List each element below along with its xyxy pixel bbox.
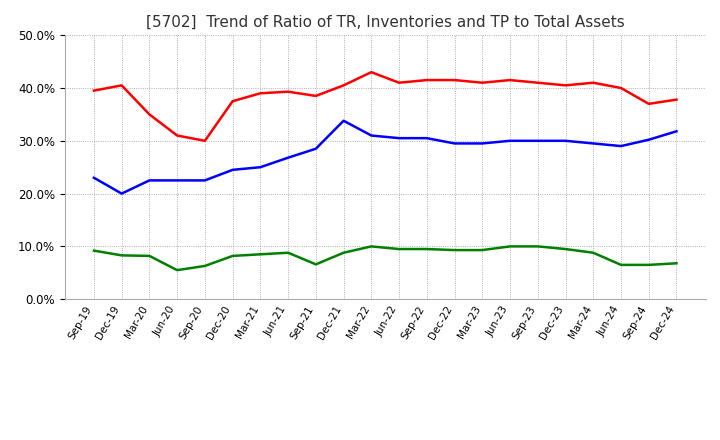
Trade Payables	[339, 250, 348, 255]
Trade Payables	[367, 244, 376, 249]
Trade Receivables	[616, 85, 625, 91]
Trade Payables	[228, 253, 237, 259]
Inventories	[89, 175, 98, 180]
Inventories	[672, 128, 681, 134]
Inventories	[505, 138, 514, 143]
Trade Receivables	[117, 83, 126, 88]
Trade Payables	[284, 250, 292, 255]
Trade Receivables	[644, 101, 653, 106]
Trade Receivables	[672, 97, 681, 102]
Line: Inventories: Inventories	[94, 121, 677, 194]
Trade Payables	[505, 244, 514, 249]
Trade Receivables	[589, 80, 598, 85]
Trade Payables	[534, 244, 542, 249]
Trade Payables	[117, 253, 126, 258]
Inventories	[367, 133, 376, 138]
Line: Trade Receivables: Trade Receivables	[94, 72, 677, 141]
Trade Receivables	[367, 70, 376, 75]
Trade Payables	[616, 262, 625, 268]
Inventories	[478, 141, 487, 146]
Line: Trade Payables: Trade Payables	[94, 246, 677, 270]
Trade Payables	[672, 260, 681, 266]
Trade Receivables	[561, 83, 570, 88]
Inventories	[117, 191, 126, 196]
Inventories	[395, 136, 403, 141]
Inventories	[339, 118, 348, 123]
Trade Receivables	[423, 77, 431, 83]
Trade Payables	[450, 247, 459, 253]
Trade Receivables	[534, 80, 542, 85]
Inventories	[561, 138, 570, 143]
Inventories	[312, 146, 320, 151]
Inventories	[228, 167, 237, 172]
Inventories	[201, 178, 210, 183]
Inventories	[173, 178, 181, 183]
Inventories	[534, 138, 542, 143]
Inventories	[644, 137, 653, 143]
Trade Receivables	[284, 89, 292, 94]
Inventories	[256, 165, 265, 170]
Trade Receivables	[339, 83, 348, 88]
Trade Payables	[173, 268, 181, 273]
Trade Receivables	[145, 112, 154, 117]
Inventories	[284, 155, 292, 160]
Trade Payables	[561, 246, 570, 252]
Trade Receivables	[173, 133, 181, 138]
Trade Receivables	[395, 80, 403, 85]
Trade Receivables	[228, 99, 237, 104]
Trade Receivables	[478, 80, 487, 85]
Trade Payables	[312, 262, 320, 267]
Trade Payables	[89, 248, 98, 253]
Trade Receivables	[312, 93, 320, 99]
Trade Payables	[589, 250, 598, 255]
Inventories	[450, 141, 459, 146]
Trade Payables	[644, 262, 653, 268]
Trade Payables	[201, 263, 210, 268]
Trade Payables	[423, 246, 431, 252]
Inventories	[145, 178, 154, 183]
Trade Payables	[395, 246, 403, 252]
Trade Receivables	[450, 77, 459, 83]
Inventories	[616, 143, 625, 149]
Trade Receivables	[201, 138, 210, 143]
Trade Receivables	[256, 91, 265, 96]
Trade Payables	[145, 253, 154, 259]
Trade Receivables	[505, 77, 514, 83]
Trade Receivables	[89, 88, 98, 93]
Inventories	[423, 136, 431, 141]
Trade Payables	[256, 252, 265, 257]
Title: [5702]  Trend of Ratio of TR, Inventories and TP to Total Assets: [5702] Trend of Ratio of TR, Inventories…	[146, 15, 624, 30]
Trade Payables	[478, 247, 487, 253]
Inventories	[589, 141, 598, 146]
